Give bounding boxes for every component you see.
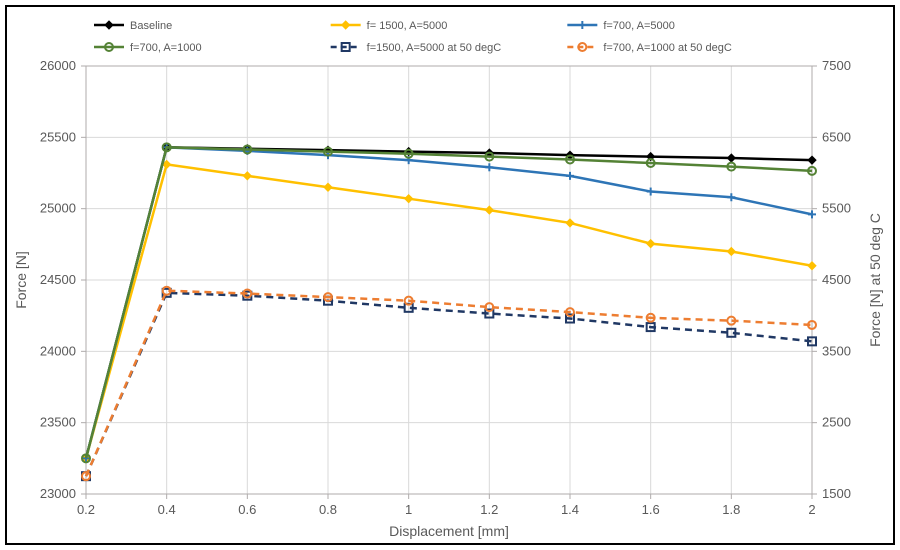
svg-text:0.2: 0.2 — [77, 502, 95, 517]
svg-text:6500: 6500 — [822, 129, 851, 144]
svg-text:3500: 3500 — [822, 343, 851, 358]
svg-text:1.6: 1.6 — [642, 502, 660, 517]
svg-text:24500: 24500 — [40, 272, 76, 287]
svg-text:0.6: 0.6 — [238, 502, 256, 517]
svg-text:f=700, A=5000: f=700, A=5000 — [603, 20, 675, 32]
svg-text:25000: 25000 — [40, 201, 76, 216]
svg-text:Force [N]: Force [N] — [13, 251, 29, 309]
svg-text:Baseline: Baseline — [130, 20, 172, 32]
svg-text:1.4: 1.4 — [561, 502, 579, 517]
svg-text:f=700, A=1000: f=700, A=1000 — [130, 42, 202, 54]
svg-text:24000: 24000 — [40, 343, 76, 358]
svg-text:23500: 23500 — [40, 415, 76, 430]
svg-text:f=700, A=1000 at 50 degC: f=700, A=1000 at 50 degC — [603, 42, 732, 54]
svg-text:25500: 25500 — [40, 129, 76, 144]
svg-text:0.8: 0.8 — [319, 502, 337, 517]
svg-text:f=1500, A=5000 at 50 degC: f=1500, A=5000 at 50 degC — [367, 42, 502, 54]
legend: Baseline f= 1500, A=5000 f=700, A=5000 f=70… — [90, 12, 808, 58]
svg-text:26000: 26000 — [40, 58, 76, 73]
svg-text:2500: 2500 — [822, 415, 851, 430]
chart-container: 0.2 0.4 0.6 0.8 1 1.2 1.4 1.6 1.8 2 23000 23500 2400… — [0, 0, 900, 550]
svg-text:1.2: 1.2 — [480, 502, 498, 517]
svg-text:1500: 1500 — [822, 486, 851, 501]
svg-text:1: 1 — [405, 502, 412, 517]
svg-text:Displacement [mm]: Displacement [mm] — [389, 523, 509, 539]
svg-text:4500: 4500 — [822, 272, 851, 287]
svg-text:f= 1500, A=5000: f= 1500, A=5000 — [367, 20, 448, 32]
svg-text:5500: 5500 — [822, 201, 851, 216]
svg-text:1.8: 1.8 — [722, 502, 740, 517]
svg-text:2: 2 — [808, 502, 815, 517]
svg-text:7500: 7500 — [822, 58, 851, 73]
force-displacement-chart: 0.2 0.4 0.6 0.8 1 1.2 1.4 1.6 1.8 2 23000 23500 2400… — [0, 0, 900, 550]
svg-text:Force [N] at 50 deg C: Force [N] at 50 deg C — [867, 213, 883, 347]
svg-text:23000: 23000 — [40, 486, 76, 501]
svg-text:0.4: 0.4 — [158, 502, 176, 517]
